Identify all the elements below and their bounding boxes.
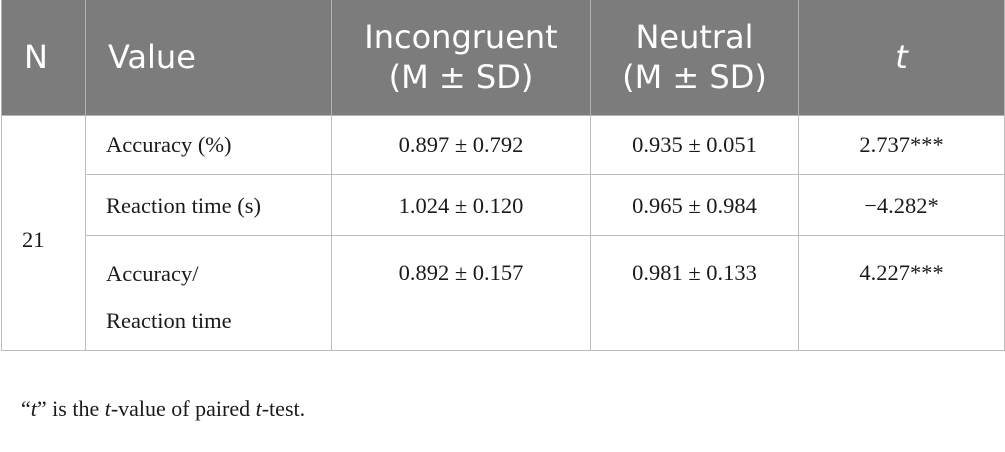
table-header: N Value Incongruent (M ± SD) Neutral (M … [1, 0, 1005, 116]
t-cell: 4.227*** [798, 234, 1005, 351]
table-footnote: “t” is the t-value of paired t-test. [21, 396, 305, 422]
footnote-t2: t [104, 396, 111, 421]
header-incongruent-title: Incongruent [364, 18, 558, 57]
t-cell: −4.282* [798, 173, 1005, 236]
neutral-cell: 0.981 ± 0.133 [590, 234, 799, 351]
footnote-part3: -test. [261, 396, 306, 421]
row-label-line2: Reaction time [106, 307, 232, 333]
footnote-part1: ” is the [36, 396, 105, 421]
footnote-t3: t [255, 396, 262, 421]
header-n: N [1, 0, 86, 116]
table-row: Accuracy/ Reaction time 0.892 ± 0.157 0.… [2, 234, 1005, 351]
header-t-label: t [895, 38, 908, 77]
header-row: N Value Incongruent (M ± SD) Neutral (M … [1, 0, 1005, 116]
row-label-line1: Accuracy/ [106, 260, 199, 286]
header-t: t [798, 0, 1005, 116]
n-cell: 21 [1, 114, 86, 351]
header-neutral-title: Neutral [635, 18, 754, 57]
footnote-part2: -value of paired [110, 396, 256, 421]
header-value: Value [85, 0, 332, 116]
header-neutral-sub: (M ± SD) [622, 58, 767, 97]
table-row: Reaction time (s) 1.024 ± 0.120 0.965 ± … [2, 173, 1005, 236]
footnote-t1: t [30, 396, 37, 421]
row-label: Accuracy/ Reaction time [85, 234, 332, 351]
row-label: Reaction time (s) [85, 173, 332, 236]
table-body: 21 Accuracy (%) 0.897 ± 0.792 0.935 ± 0.… [1, 114, 1005, 351]
incongruent-cell: 0.892 ± 0.157 [331, 234, 591, 351]
incongruent-cell: 1.024 ± 0.120 [331, 173, 591, 236]
results-table: N Value Incongruent (M ± SD) Neutral (M … [1, 0, 1005, 351]
t-cell: 2.737*** [798, 114, 1005, 175]
header-neutral: Neutral (M ± SD) [590, 0, 799, 116]
header-incongruent-sub: (M ± SD) [388, 58, 534, 97]
footnote-open-quote: “ [21, 396, 31, 421]
table-row: 21 Accuracy (%) 0.897 ± 0.792 0.935 ± 0.… [1, 114, 1005, 351]
incongruent-cell: 0.897 ± 0.792 [331, 114, 591, 175]
header-incongruent: Incongruent (M ± SD) [331, 0, 591, 116]
neutral-cell: 0.935 ± 0.051 [590, 114, 799, 175]
neutral-cell: 0.965 ± 0.984 [590, 173, 799, 236]
row-label: Accuracy (%) [85, 114, 332, 175]
